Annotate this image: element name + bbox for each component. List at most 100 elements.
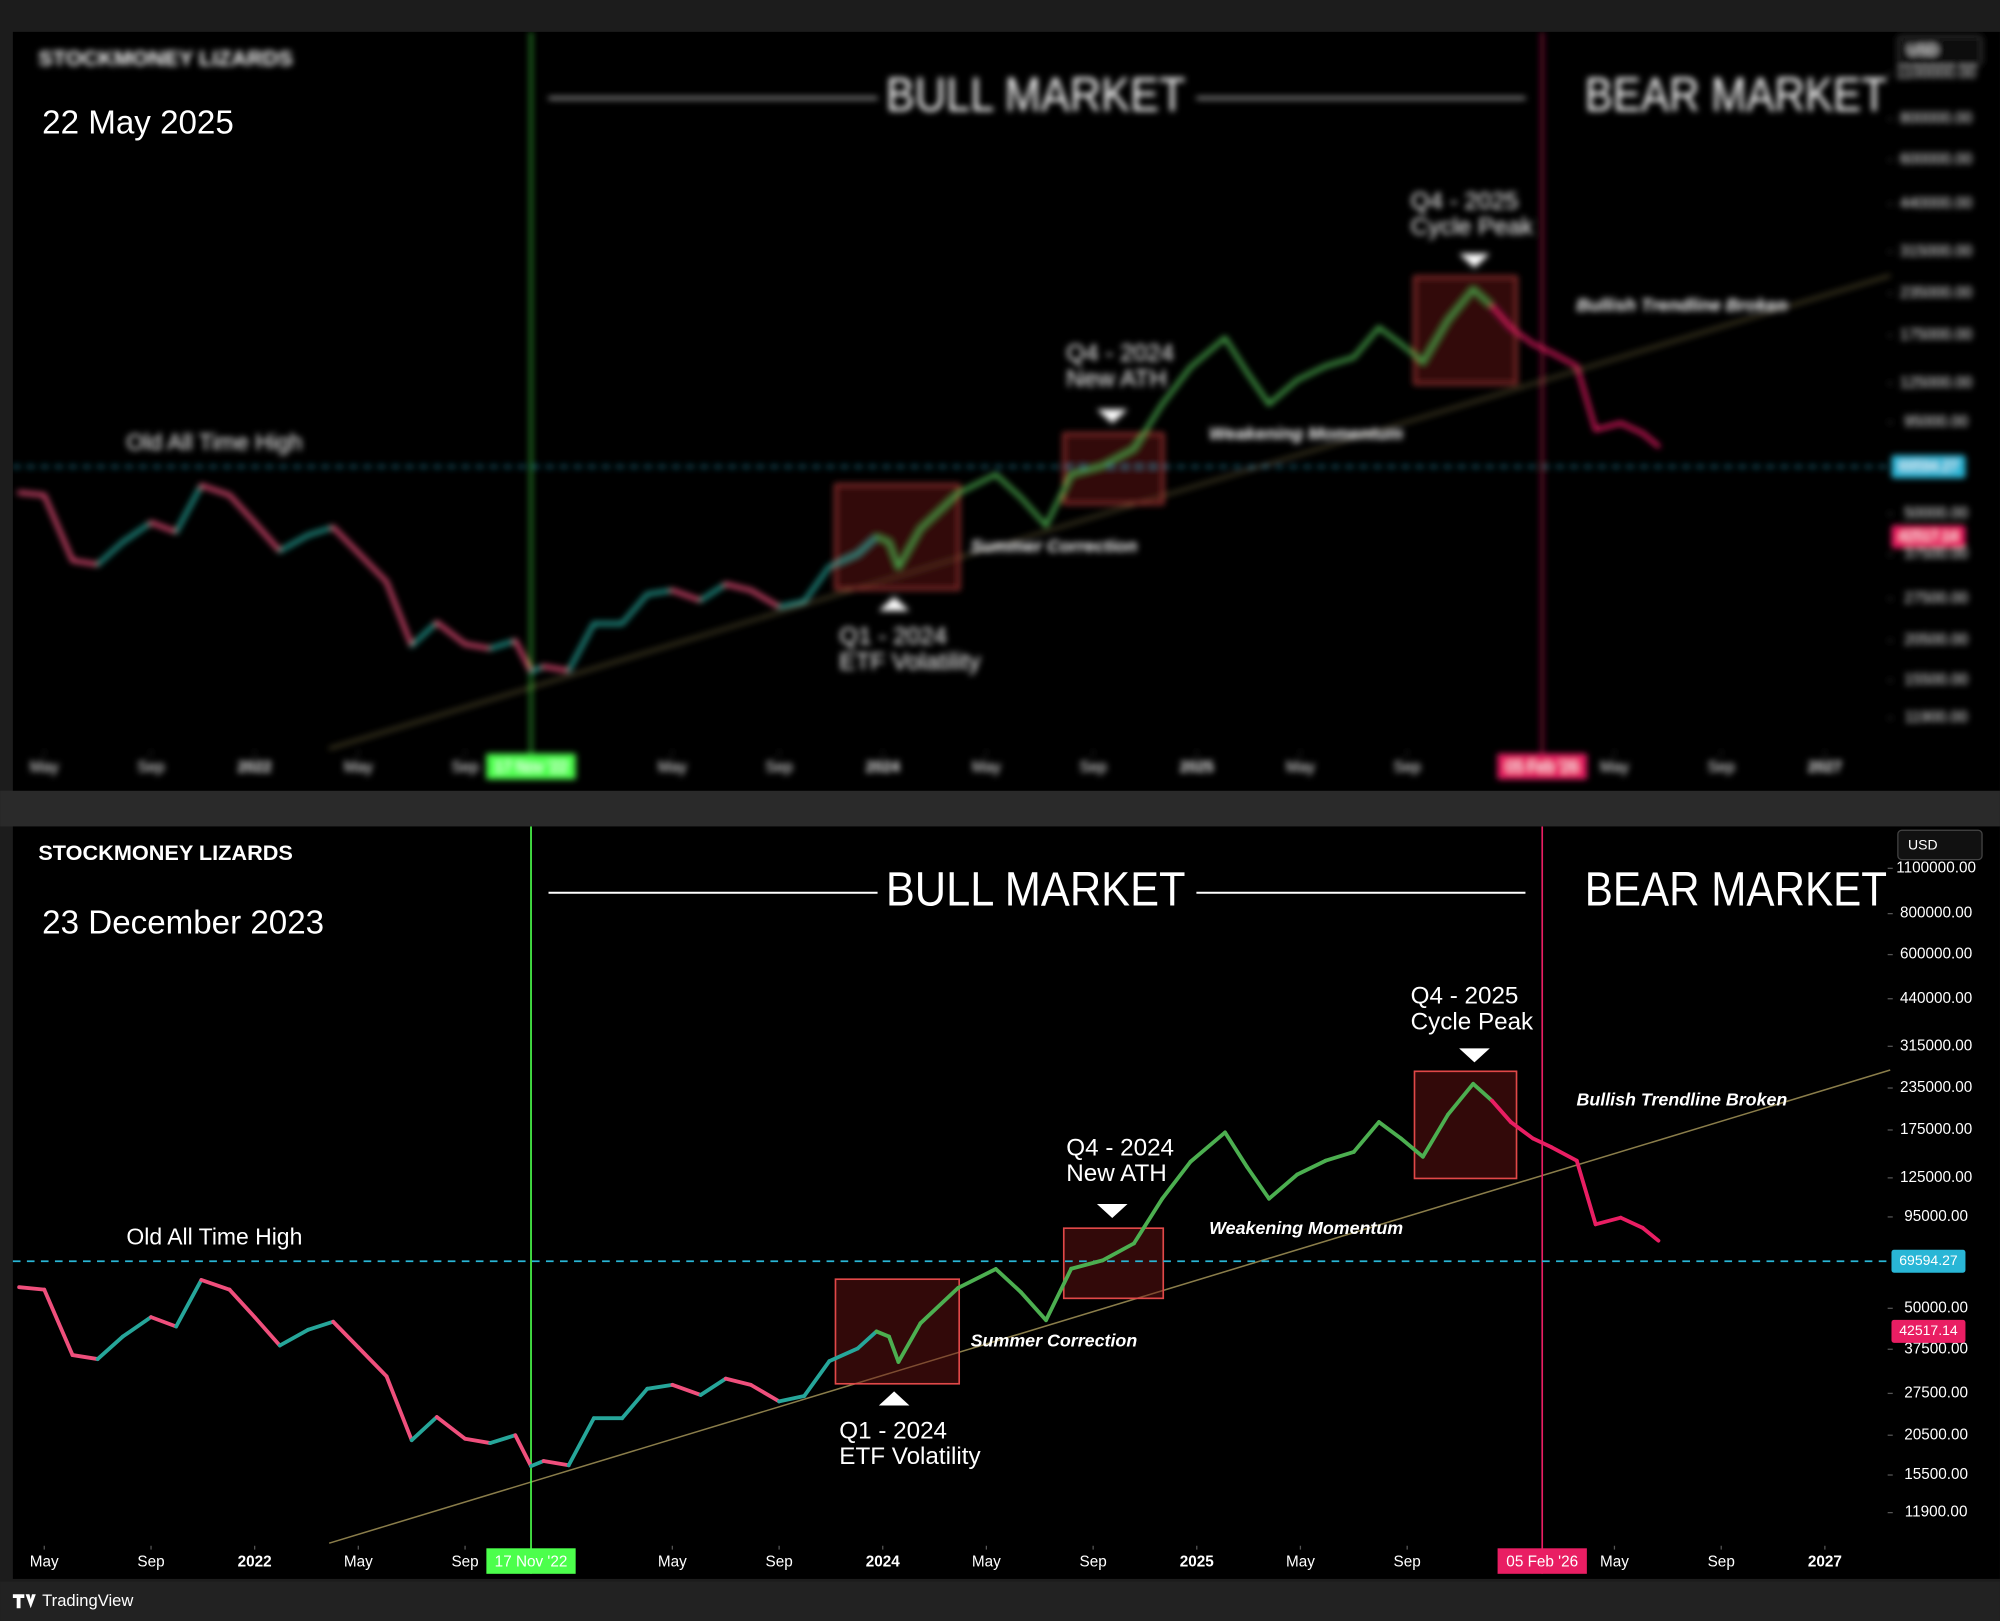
y-tick-label: 11900.00 [1905, 709, 1968, 726]
price-segment [827, 1346, 860, 1364]
price-segment [1044, 1266, 1074, 1323]
price-segment [1471, 287, 1494, 309]
price-segment [95, 1334, 125, 1361]
price-segment [331, 1319, 361, 1350]
price-segment [356, 1345, 389, 1379]
annotation: Old All Time High [126, 429, 302, 455]
price-segment [42, 493, 75, 563]
price-segment [1446, 1081, 1476, 1117]
annotation: Q1 - 2024 [839, 1418, 947, 1445]
price-segment [896, 526, 923, 570]
y-tick-label: 1100000.00 [1896, 859, 1976, 876]
price-segment [956, 1267, 998, 1290]
price-segment [1530, 1136, 1554, 1150]
highlight-box [1062, 1227, 1165, 1300]
highlight-box [1062, 432, 1165, 505]
price-segment [1132, 1196, 1165, 1246]
price-segment [1471, 1081, 1494, 1103]
price-segment [277, 533, 310, 553]
trendline [328, 1069, 1891, 1544]
price-label: 42517.14 [1899, 1322, 1958, 1338]
x-tick-label: May [972, 759, 1001, 776]
x-tick-label: May [30, 759, 59, 776]
annotation: Q1 - 2024 [839, 623, 947, 650]
footer-bar [0, 1581, 2000, 1621]
y-tick-label: 175000.00 [1900, 1121, 1972, 1138]
price-segment [993, 1267, 1023, 1295]
reference-label-bg [1891, 1249, 1966, 1273]
price-segment [918, 1285, 961, 1326]
top-chart: STOCKMONEY LIZARDS USD 1100000.00 800000.… [12, 31, 1983, 780]
price-segment [1044, 472, 1074, 528]
y-tick-label: 37500.00 [1904, 546, 1968, 563]
price-segment [1267, 1172, 1300, 1201]
price-segment [1069, 463, 1105, 477]
price-segment [227, 1287, 257, 1320]
annotation: Summer Correction [971, 1330, 1138, 1350]
price-segment [1508, 1120, 1535, 1141]
annotation: Summer Correction [971, 536, 1138, 556]
price-segment [1188, 1130, 1227, 1164]
x-tick-label: Sep [1708, 759, 1735, 776]
price-segment [1640, 431, 1661, 449]
reference-label: 69594.27 [1899, 457, 1958, 473]
triangle-down [1096, 1203, 1128, 1218]
price-segment [1530, 341, 1554, 355]
annotation: Weakening Momentum [1209, 1218, 1403, 1238]
price-segment [748, 588, 782, 609]
price-segment [70, 558, 100, 567]
price-segment [434, 1415, 467, 1441]
x-tick-label: 2025 [1180, 759, 1215, 776]
x-tick-label: May [658, 759, 687, 776]
price-segment [488, 638, 518, 651]
price-segment [1160, 365, 1193, 407]
price-segment [356, 550, 389, 584]
price-segment [409, 620, 439, 648]
price-segment [777, 1394, 807, 1404]
price-segment [17, 1285, 47, 1292]
price-segment [896, 1321, 923, 1364]
price-segment [277, 1327, 310, 1348]
footer-brand: TradingView [42, 1591, 133, 1610]
bottom-chart: STOCKMONEY LIZARDS 23 December 2023 USD … [12, 826, 1983, 1574]
price-segment [566, 1416, 596, 1468]
price-segment [1420, 1112, 1450, 1159]
price-segment [1223, 1130, 1249, 1169]
x-tick-highlight [1497, 753, 1587, 780]
triangle-down [1459, 1048, 1490, 1063]
price-segment [120, 1315, 153, 1339]
annotation: Cycle Peak [1411, 214, 1534, 241]
price-segment [620, 1386, 650, 1421]
price-segment [541, 1459, 571, 1468]
price-segment [1593, 421, 1623, 432]
x-tick-label: Sep [451, 759, 478, 776]
x-tick-label: 2024 [866, 759, 901, 776]
price-segment [918, 491, 961, 531]
price-segment [1574, 1158, 1598, 1227]
price-segment [199, 1278, 232, 1292]
y-tick-label: 440000.00 [1900, 990, 1972, 1007]
trendline [328, 274, 1891, 750]
price-segment [1398, 341, 1425, 365]
top-panel [12, 31, 2000, 791]
x-tick-label: Sep [1708, 1553, 1735, 1570]
y-tick-label: 125000.00 [1900, 374, 1972, 391]
y-tick-label: 15500.00 [1904, 671, 1968, 688]
currency-box [1897, 829, 1983, 861]
triangle-down [1096, 409, 1128, 424]
x-tick-label: 17 Nov '22 [495, 759, 568, 776]
price-segment [1549, 350, 1579, 369]
x-tick-label: Sep [1394, 1553, 1421, 1570]
price-segment [252, 1315, 282, 1348]
x-tick-label: Sep [766, 759, 793, 776]
price-segment [1377, 1120, 1403, 1141]
price-segment [463, 1436, 493, 1445]
y-tick-label: 315000.00 [1900, 1037, 1972, 1054]
price-segment [723, 582, 753, 593]
y-tick-label: 20500.00 [1904, 632, 1968, 649]
x-tick-highlight [1497, 1548, 1587, 1574]
price-segment [1132, 402, 1165, 451]
price-segment [827, 552, 860, 569]
y-tick-label: 20500.00 [1904, 1426, 1968, 1443]
price-segment [384, 1374, 414, 1443]
